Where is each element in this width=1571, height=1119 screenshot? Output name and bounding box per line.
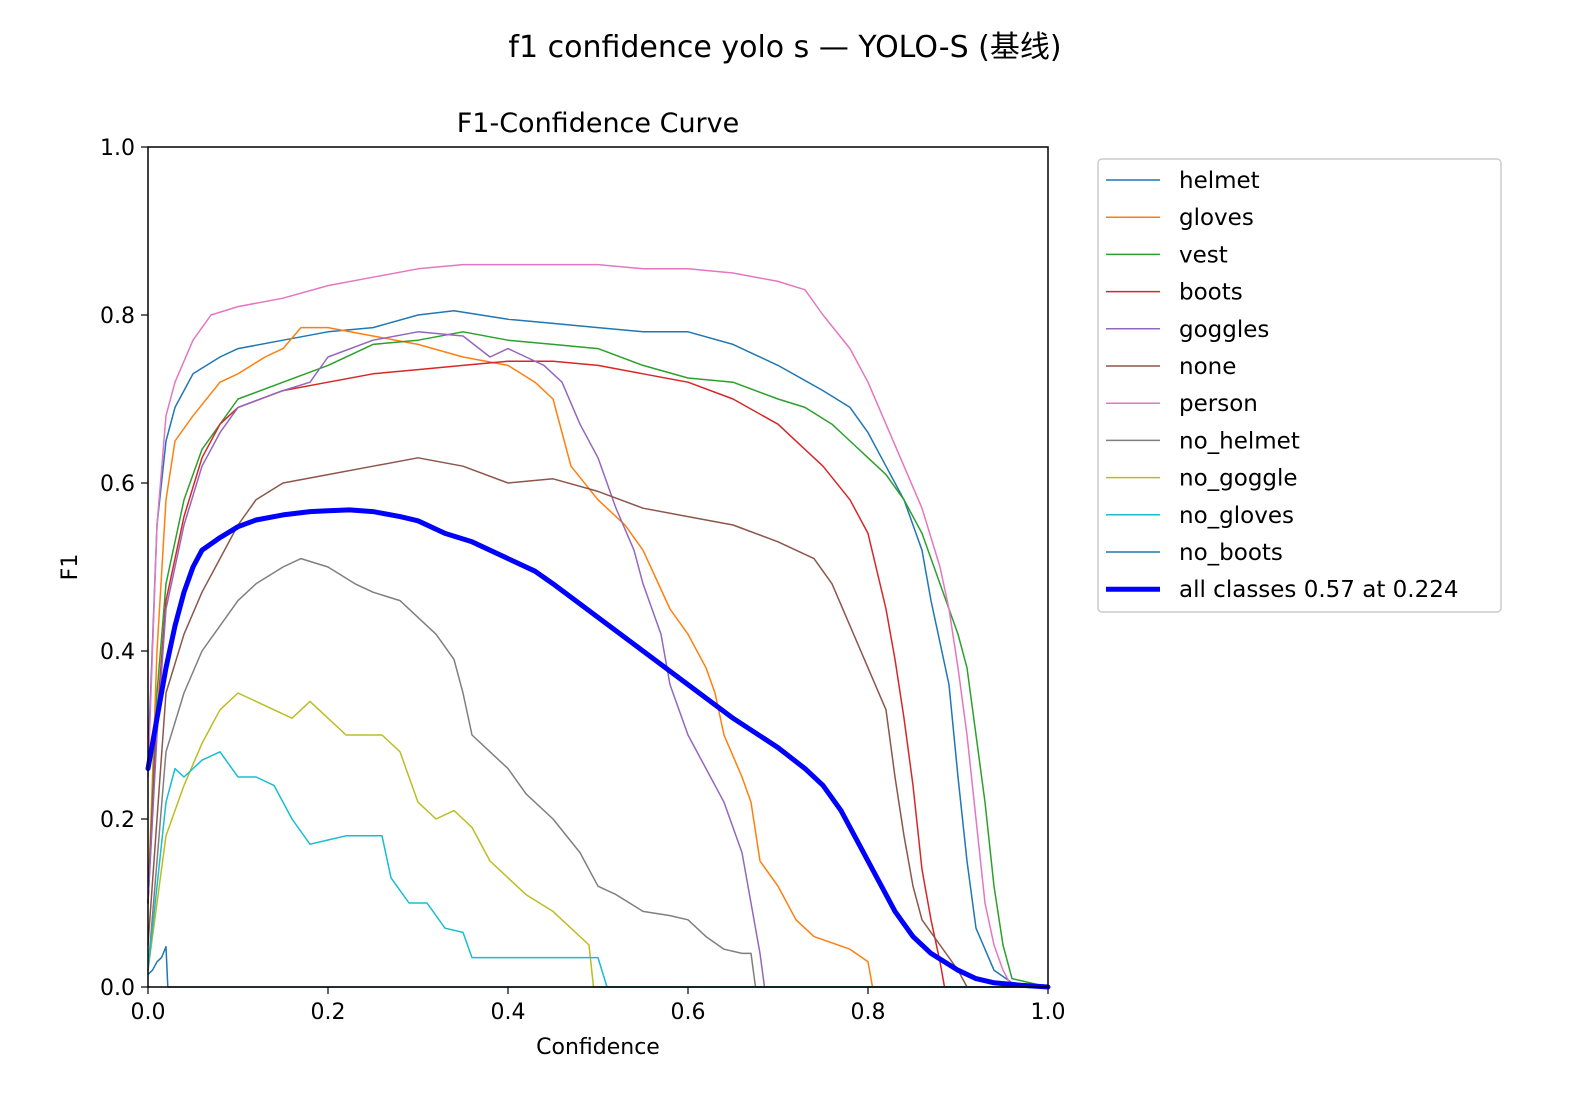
plot-frame	[147, 146, 1049, 988]
legend-entry: no_goggle	[1179, 466, 1298, 492]
x-tick-label: 0.8	[851, 1000, 886, 1025]
legend-entry: vest	[1179, 242, 1228, 268]
x-tick-label: 0.6	[671, 1000, 706, 1025]
plot-area	[145, 263, 1051, 990]
y-axis: 0.0 0.2 0.4 0.6 0.8 1.0	[100, 136, 148, 1001]
legend-entry: gloves	[1179, 205, 1254, 231]
y-tick-label: 0.2	[100, 808, 135, 833]
y-tick-label: 1.0	[100, 136, 135, 161]
legend-entry: no_helmet	[1179, 428, 1300, 454]
legend: helmet gloves vest boots goggles none person no…	[1097, 158, 1502, 613]
legend-entry: no_gloves	[1179, 503, 1294, 529]
series-line-no-helmet	[147, 557, 1049, 988]
legend-entry: person	[1179, 391, 1258, 417]
series-line-all-classes-0-57-at-0-224	[145, 507, 1051, 990]
series-line-helmet	[147, 310, 1049, 988]
series-line-boots	[147, 360, 1049, 988]
legend-entry: boots	[1179, 280, 1243, 306]
y-tick-label: 0.6	[100, 472, 135, 497]
y-axis-label: F1	[58, 554, 83, 581]
series-line-goggles	[147, 331, 1049, 988]
x-tick-label: 0.0	[131, 1000, 166, 1025]
series-line-none	[147, 457, 1049, 988]
x-tick-label: 0.4	[491, 1000, 526, 1025]
series-line-no-goggle	[147, 692, 1049, 988]
series-line-person	[147, 263, 1049, 988]
legend-entry: all classes 0.57 at 0.224	[1179, 577, 1459, 603]
series-line-no-boots	[147, 945, 1049, 988]
y-tick-label: 0.8	[100, 304, 135, 329]
figure-title: f1 confidence yolo s — YOLO-S (基线)	[508, 30, 1061, 65]
legend-entry: helmet	[1179, 168, 1260, 194]
series-line-no-gloves	[147, 751, 1049, 988]
legend-box	[1097, 158, 1502, 613]
y-tick-label: 0.4	[100, 640, 135, 665]
legend-entry: goggles	[1179, 317, 1269, 343]
chart-title: F1-Confidence Curve	[457, 108, 740, 139]
series-line-gloves	[147, 326, 1049, 988]
x-tick-label: 0.2	[311, 1000, 346, 1025]
x-tick-label: 1.0	[1031, 1000, 1066, 1025]
series-line-vest	[147, 331, 1049, 988]
legend-entry: none	[1179, 354, 1236, 380]
y-tick-label: 0.0	[100, 976, 135, 1001]
legend-entry: no_boots	[1179, 540, 1283, 566]
x-axis-label: Confidence	[536, 1035, 660, 1060]
x-axis: 0.0 0.2 0.4 0.6 0.8 1.0	[131, 987, 1066, 1025]
